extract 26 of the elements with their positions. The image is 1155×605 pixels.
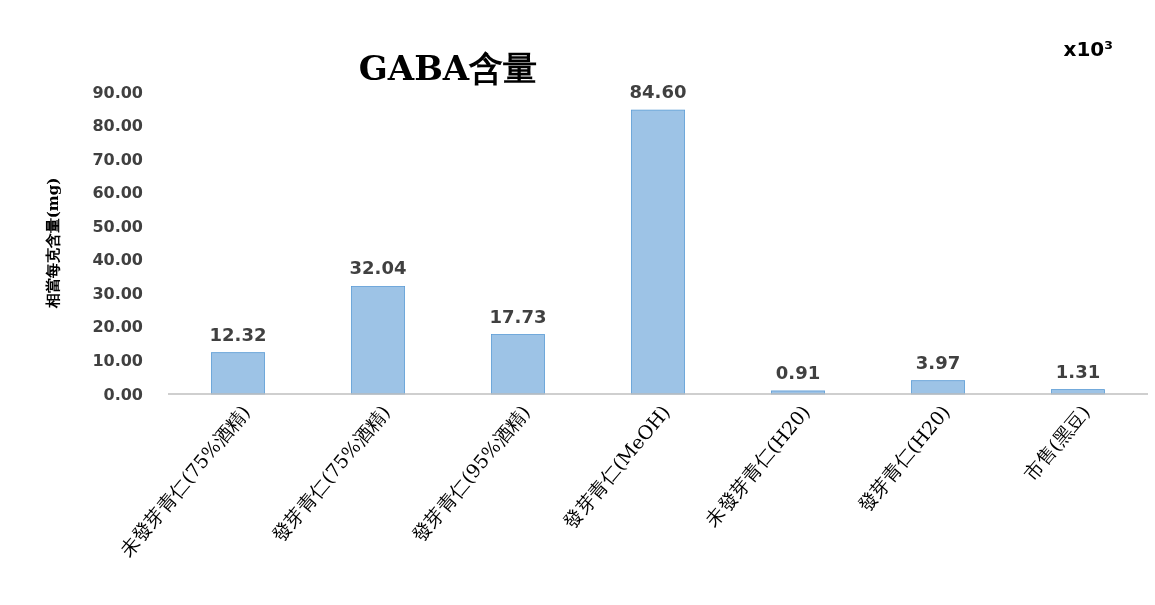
data-label: 84.60: [629, 81, 687, 103]
text: x10³: [1063, 37, 1113, 61]
y-tick-label: 60.00: [92, 183, 143, 203]
bar: [911, 380, 965, 395]
y-tick-label: 70.00: [92, 149, 143, 169]
y-tick-label: 80.00: [92, 116, 143, 136]
bar: [211, 352, 265, 395]
y-tick-label: 10.00: [92, 351, 143, 371]
data-label: 3.97: [915, 351, 961, 373]
y-tick-label: 90.00: [92, 82, 143, 102]
y-tick-label: 50.00: [92, 216, 143, 236]
y-axis-title: 相當每克含量(mg): [44, 177, 62, 310]
data-label: 12.32: [209, 323, 267, 345]
y-tick-label: 20.00: [92, 317, 143, 337]
y-tick-label: 30.00: [92, 283, 143, 303]
data-label: 1.31: [1055, 360, 1101, 382]
y-tick-label: 0.00: [103, 384, 143, 404]
bar: [351, 286, 405, 395]
bar: [491, 334, 545, 395]
data-label: 32.04: [349, 257, 407, 279]
y-tick-label: 40.00: [92, 250, 143, 270]
chart-title: GABA含量: [358, 48, 538, 88]
data-label: 0.91: [775, 361, 821, 383]
bar: [631, 109, 685, 395]
data-label: 17.73: [489, 305, 547, 327]
x-tick-label: 市售(黑豆): [1018, 400, 1095, 485]
